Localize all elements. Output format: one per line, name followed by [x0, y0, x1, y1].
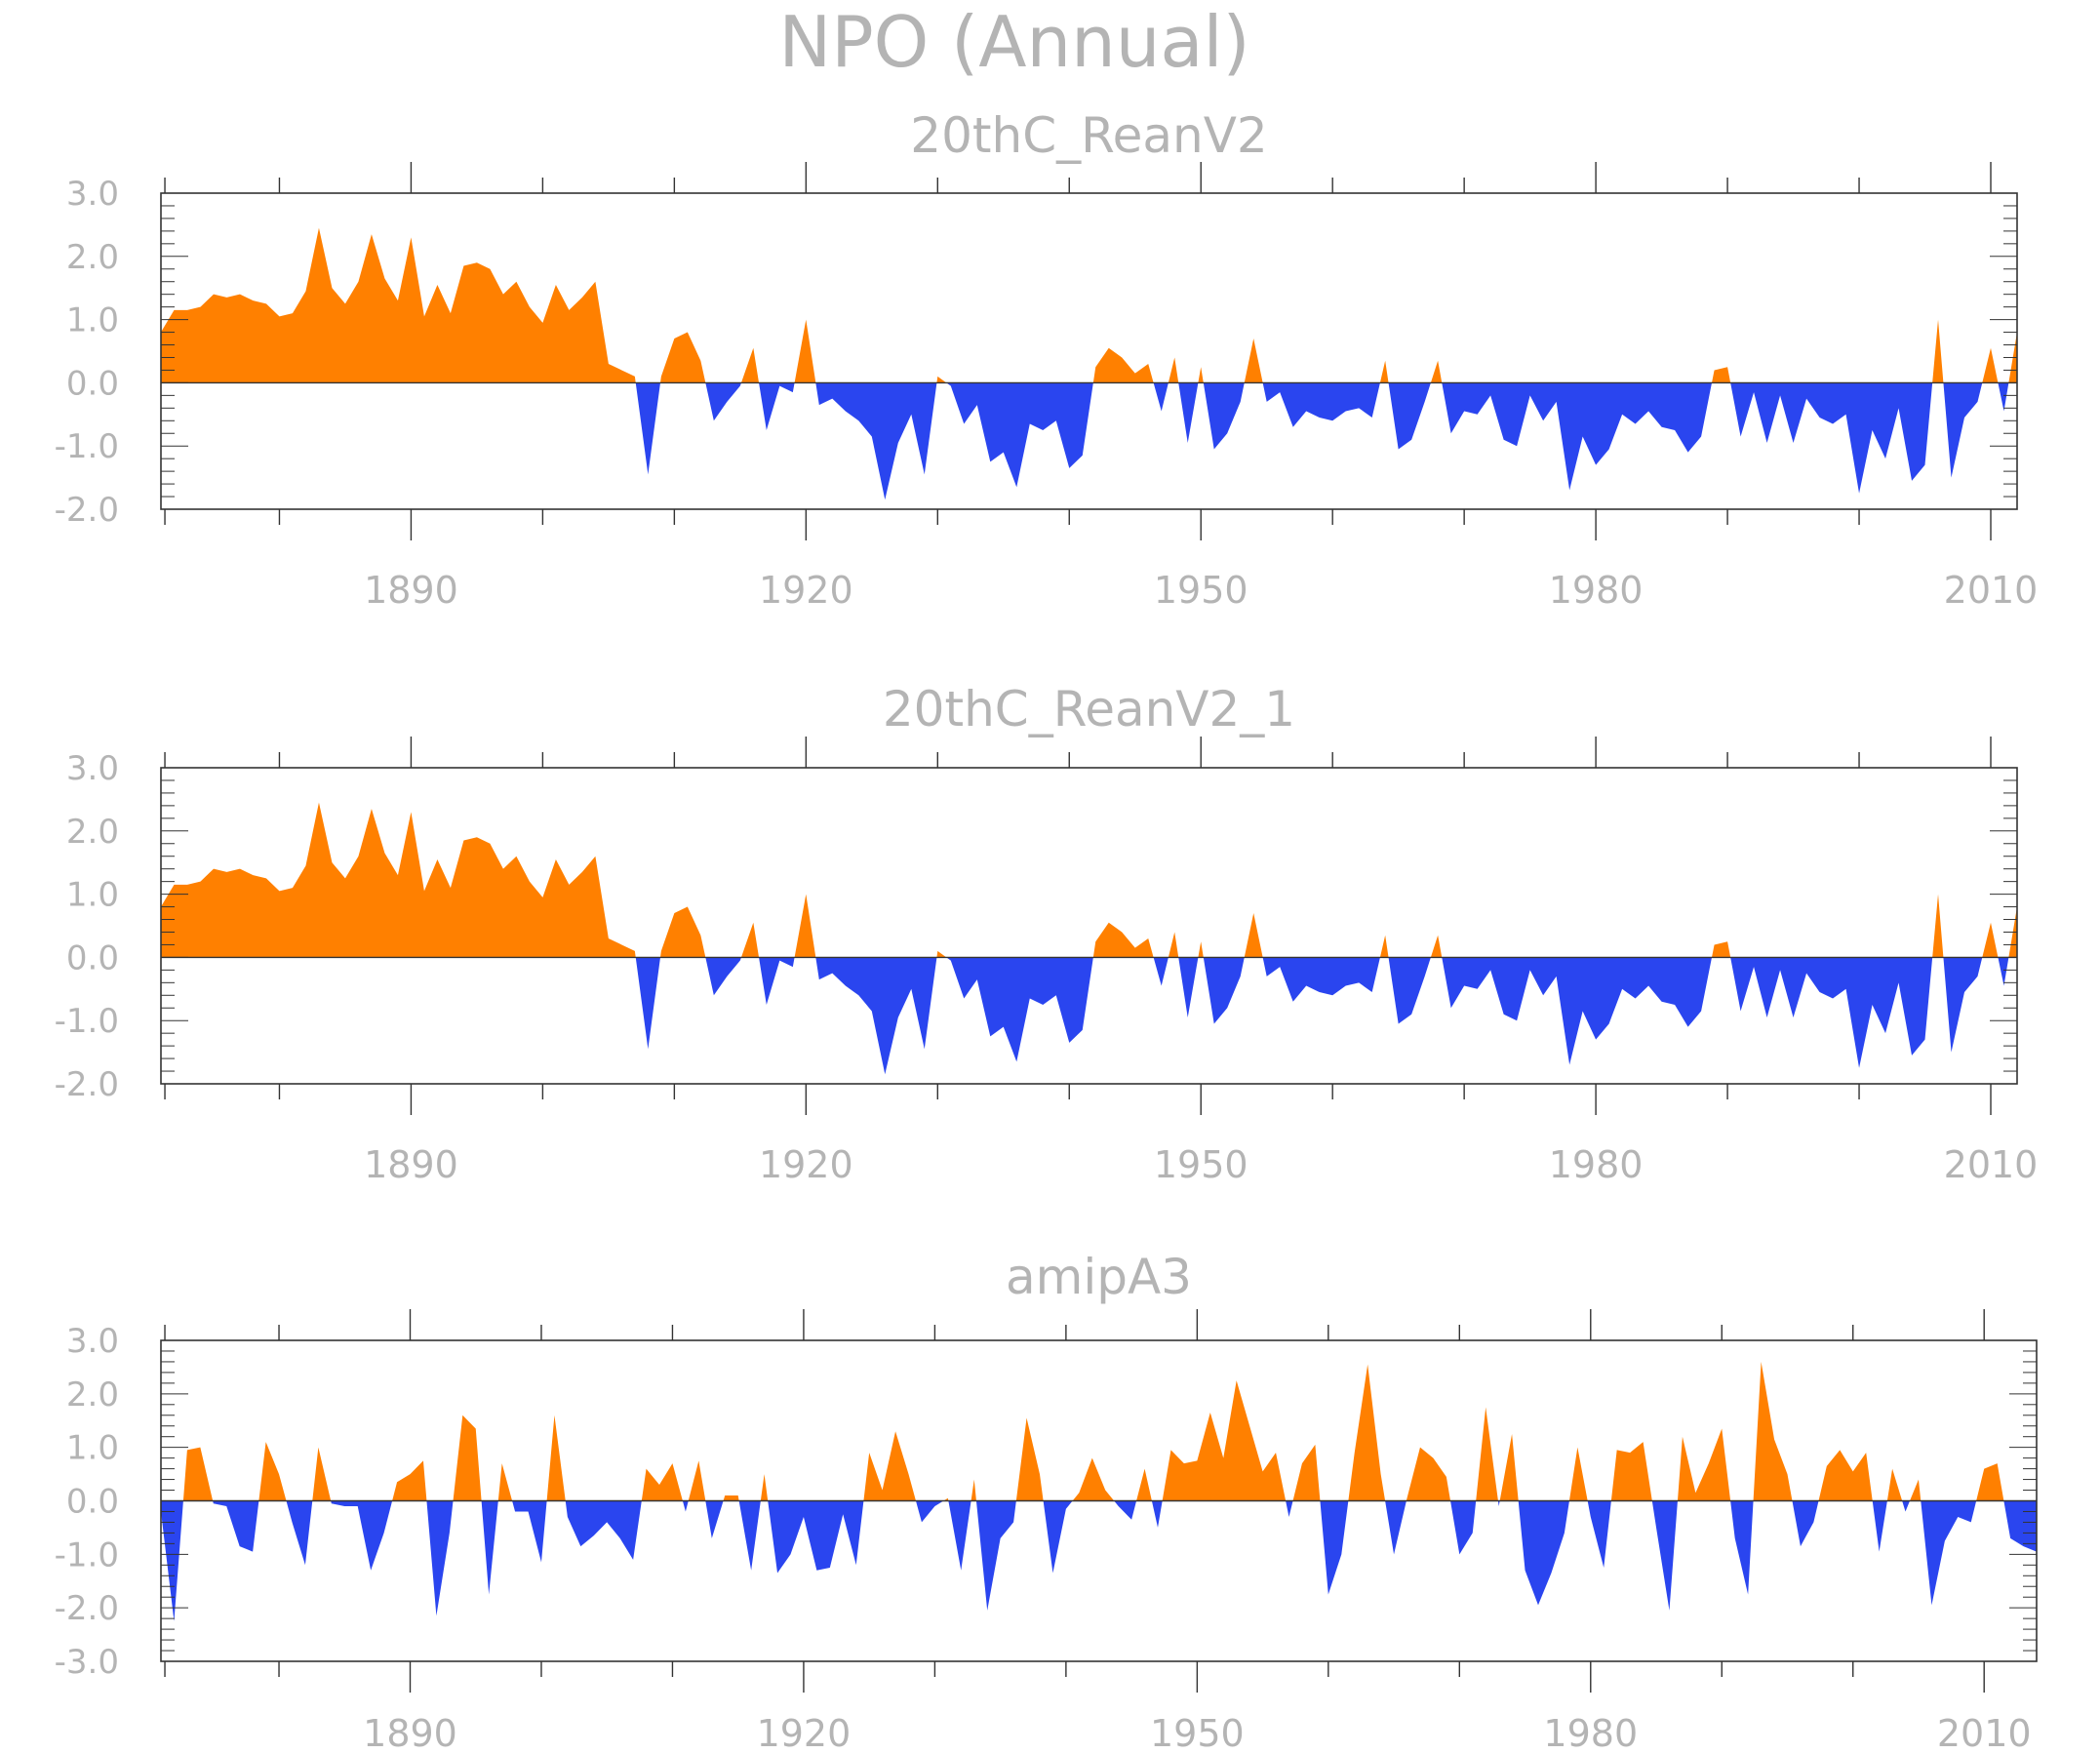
x-tick-label: 1920: [757, 1712, 852, 1754]
x-tick-label: 1890: [363, 1712, 457, 1754]
positive-area-series: [161, 227, 2017, 383]
chart-title: amipA3: [1006, 1249, 1192, 1305]
plot-frame: [160, 767, 2018, 1085]
y-tick-label: 3.0: [66, 749, 119, 788]
x-tick-label: 1980: [1549, 1143, 1644, 1186]
x-tick-label: 1950: [1154, 1143, 1248, 1186]
y-tick-label: 2.0: [66, 1375, 119, 1415]
negative-area-series: [161, 1500, 2037, 1621]
y-tick-label: 3.0: [66, 1322, 119, 1361]
x-tick-label: 1920: [759, 1143, 853, 1186]
y-tick-label: 2.0: [66, 813, 119, 852]
y-tick-label: 0.0: [66, 1483, 119, 1522]
x-tick-label: 1890: [364, 569, 458, 612]
y-tick-label: -1.0: [55, 1535, 119, 1575]
y-tick-label: -3.0: [55, 1643, 119, 1682]
chart-title: 20thC_ReanV2_1: [883, 681, 1295, 737]
y-tick-label: 2.0: [66, 238, 119, 277]
y-tick-label: -2.0: [55, 1065, 119, 1104]
y-tick-label: -1.0: [55, 427, 119, 466]
chart-title: 20thC_ReanV2: [910, 107, 1267, 164]
chart-panel-3: amipA3 3.0 2.0 1.0 0.0 -1.0 -2.0 -3.0 1890 1920 19…: [55, 1249, 2038, 1754]
y-tick-label: 0.0: [66, 938, 119, 977]
y-tick-label: -1.0: [55, 1002, 119, 1041]
negative-area-series: [161, 382, 2017, 500]
plot-frame: [160, 192, 2018, 510]
positive-area-series: [161, 1361, 2037, 1501]
y-tick-label: 0.0: [66, 364, 119, 403]
x-tick-label: 1980: [1549, 569, 1644, 612]
y-tick-label: -2.0: [55, 491, 119, 530]
x-tick-label: 1950: [1154, 569, 1248, 612]
positive-area-series: [161, 802, 2017, 958]
y-tick-label: 3.0: [66, 175, 119, 214]
x-tick-label: 2010: [1944, 569, 2039, 612]
x-tick-label: 1980: [1543, 1712, 1638, 1754]
x-tick-label: 2010: [1944, 1143, 2039, 1186]
x-tick-label: 1890: [364, 1143, 458, 1186]
figure-title: NPO (Annual): [778, 1, 1249, 83]
chart-panel-1: 20thC_ReanV2 3.0 2.0 1.0 0.0 -1.0 -2.0 1890 1920…: [55, 107, 2039, 612]
x-tick-label: 1920: [759, 569, 853, 612]
plots-group: 20thC_ReanV2 3.0 2.0 1.0 0.0 -1.0 -2.0 1890 1920…: [55, 107, 2039, 1754]
y-tick-label: 1.0: [66, 1429, 119, 1468]
y-tick-label: 1.0: [66, 876, 119, 915]
x-tick-label: 1950: [1150, 1712, 1245, 1754]
y-tick-label: 1.0: [66, 301, 119, 340]
negative-area-series: [635, 957, 2009, 1075]
x-tick-label: 2010: [1937, 1712, 2032, 1754]
y-tick-label: -2.0: [55, 1589, 119, 1628]
chart-panel-2: 20thC_ReanV2_1 3.0 2.0 1.0 0.0 -1.0 -2.0 1890 19…: [55, 681, 2039, 1186]
